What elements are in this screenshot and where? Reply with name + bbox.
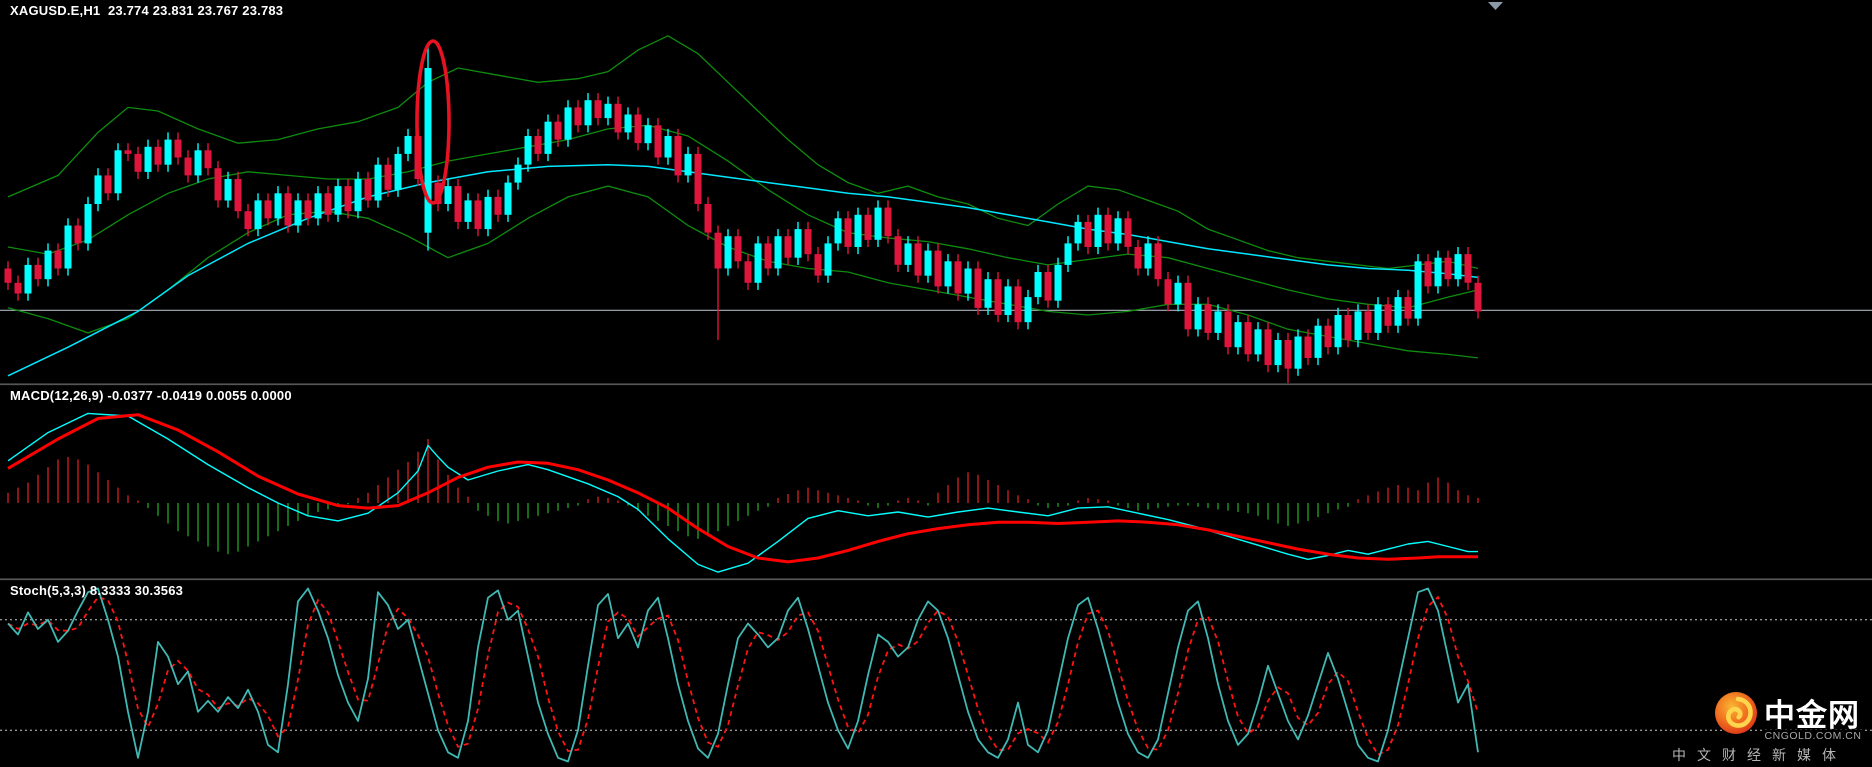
scroll-to-end-marker[interactable] [1488, 2, 1503, 10]
macd-signal-line [7, 413, 1478, 564]
macd-indicator-label: MACD(12,26,9) -0.0377 -0.0419 0.0055 0.0… [10, 388, 292, 403]
cngold-watermark: 中金网 CNGOLD.COM.CN 中文财经新媒体 [1668, 690, 1870, 766]
macd-line [7, 412, 1478, 573]
candles [4, 46, 1482, 383]
stoch-d-line [7, 595, 1479, 756]
logo-title: 中金网 [1764, 698, 1860, 734]
stoch-panel [0, 587, 1872, 763]
main-price-panel [0, 35, 1872, 383]
macd-histogram [7, 439, 1479, 555]
ellipse-annotation [415, 39, 451, 205]
cngold-logo-icon [1715, 692, 1757, 734]
stoch-k-line [7, 587, 1479, 763]
logo-domain: CNGOLD.COM.CN [1762, 730, 1864, 742]
macd-panel [7, 412, 1479, 573]
stoch-indicator-label: Stoch(5,3,3) 8.3333 30.3563 [10, 583, 184, 598]
bollinger-upper-band [7, 35, 1479, 270]
logo-tagline: 中文财经新媒体 [1672, 748, 1847, 764]
bollinger-middle-band [7, 124, 1479, 309]
symbol-ohlc-label: XAGUSD.E,H1 23.774 23.831 23.767 23.783 [10, 3, 284, 18]
